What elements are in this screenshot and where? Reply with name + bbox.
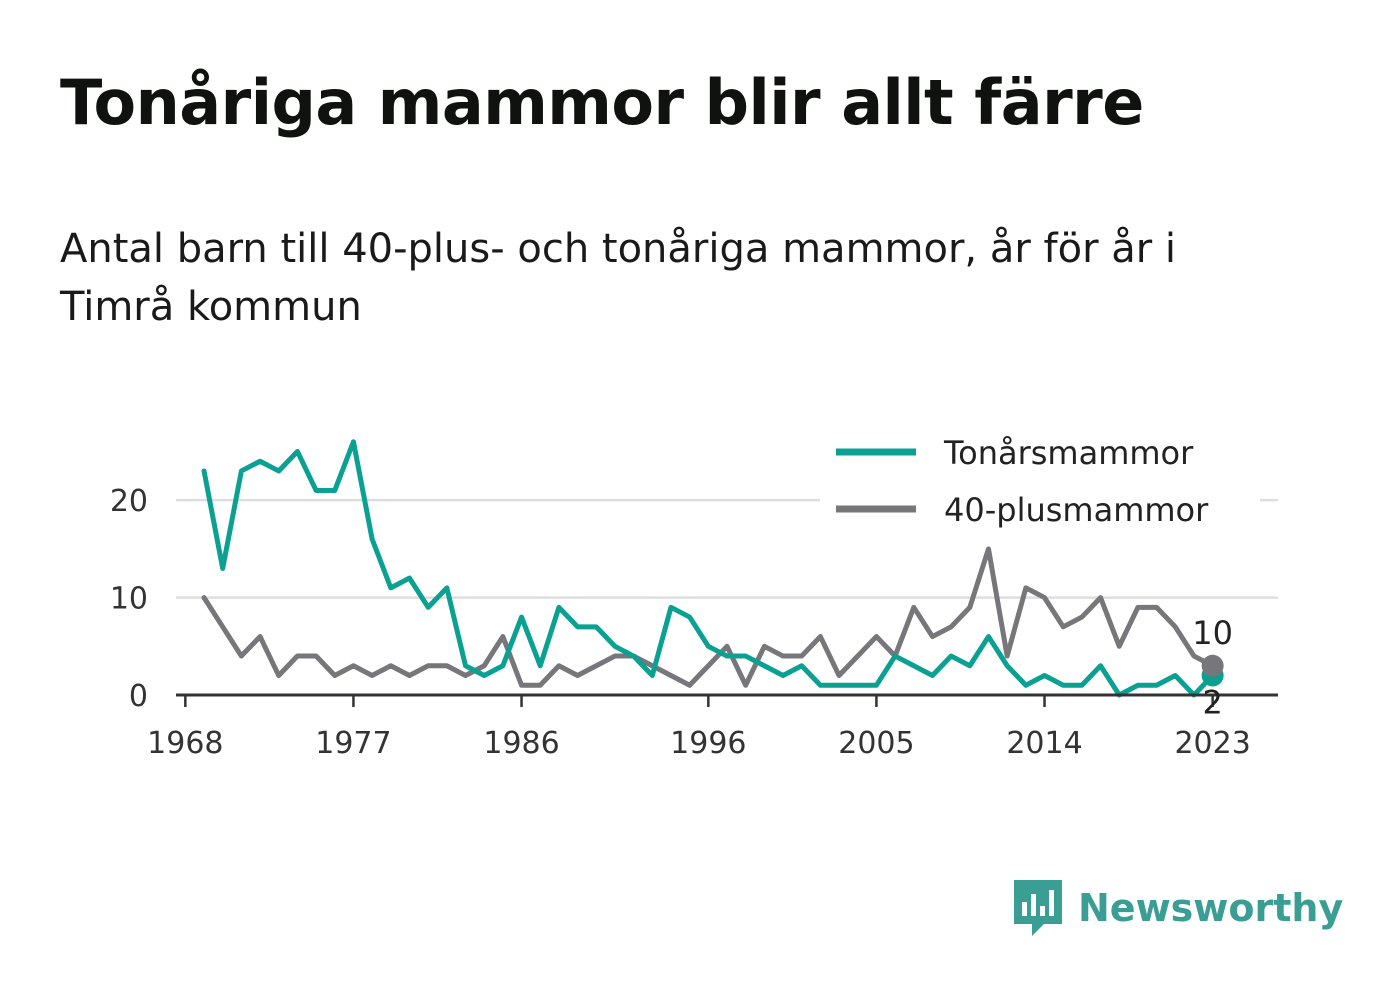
series-lines [201,439,1216,698]
end-markers: 2 10 [1192,614,1233,722]
x-tick-label: 1996 [670,726,746,761]
chart-subtitle: Antal barn till 40-plus- och tonåriga ma… [60,226,1177,330]
y-tick-label: 20 [110,484,148,519]
x-tick-label: 1977 [315,726,391,761]
end-value-label: 2 [1202,684,1222,722]
end-marker [1201,654,1224,677]
x-tick-label: 1968 [147,726,223,761]
end-value-label: 10 [1192,614,1233,652]
x-tick-label: 2005 [838,726,914,761]
brand-name: Newsworthy [1078,886,1344,930]
x-axis-ticks: 1968 1977 1986 1996 2005 2014 2023 [147,695,1251,761]
legend-label: Tonårsmammor [943,434,1194,472]
y-axis-labels: 0 10 20 [110,484,148,714]
y-tick-label: 10 [110,582,148,617]
chart-title: Tonåriga mammor blir allt färre [60,66,1144,139]
legend-label: 40-plusmammor [944,491,1209,529]
legend-background [820,428,1260,538]
newsworthy-logo-icon [1014,880,1062,936]
series-line [201,439,1216,698]
y-tick-label: 0 [129,679,148,714]
series-line [201,546,1216,688]
x-tick-label: 2014 [1006,726,1082,761]
x-tick-label: 1986 [483,726,559,761]
legend: Tonårsmammor 40-plusmammor [820,428,1260,538]
brand-logo: Newsworthy [1012,878,1343,938]
x-tick-label: 2023 [1174,726,1250,761]
